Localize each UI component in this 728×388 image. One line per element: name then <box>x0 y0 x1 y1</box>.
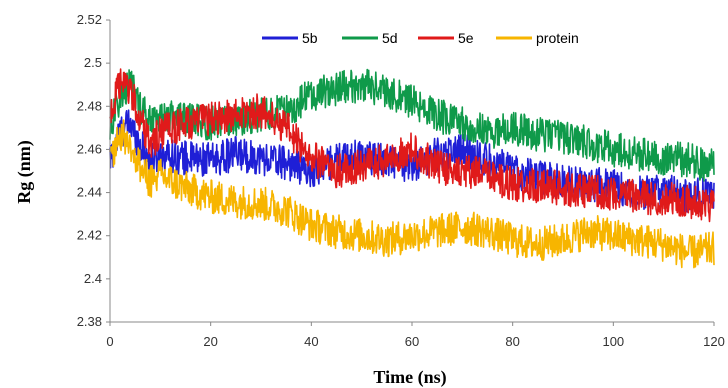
legend-label-5d: 5d <box>382 30 398 46</box>
legend-label-protein: protein <box>536 30 579 46</box>
x-tick-label: 120 <box>703 334 725 349</box>
y-tick-label: 2.4 <box>84 271 102 286</box>
x-tick-label: 60 <box>405 334 419 349</box>
x-tick-label: 100 <box>602 334 624 349</box>
series-line-protein <box>109 119 715 269</box>
series-line-5b <box>109 109 715 214</box>
x-tick-label: 20 <box>203 334 217 349</box>
x-tick-label: 80 <box>505 334 519 349</box>
axes-layer <box>106 19 715 326</box>
y-tick-label: 2.42 <box>77 228 102 243</box>
x-tick-label: 0 <box>106 334 113 349</box>
series-line-5d <box>109 68 715 182</box>
tick-labels: 2.38 2.4 2.42 2.44 2.46 2.48 2.5 2.52 0 20 40 60 80 1… <box>77 12 725 349</box>
y-tick-label: 2.48 <box>77 98 102 113</box>
x-tick-label: 40 <box>304 334 318 349</box>
y-axis-title: Rg (nm) <box>14 140 35 204</box>
legend: 5b 5d 5e protein <box>262 30 579 46</box>
y-tick-label: 2.52 <box>77 12 102 27</box>
y-tick-label: 2.5 <box>84 55 102 70</box>
y-tick-label: 2.46 <box>77 141 102 156</box>
y-tick-label: 2.44 <box>77 185 102 200</box>
series-layer <box>109 68 715 269</box>
series-line-5e <box>109 68 715 223</box>
y-tick-label: 2.38 <box>77 314 102 329</box>
x-axis-title: Time (ns) <box>373 367 446 388</box>
legend-label-5b: 5b <box>302 30 318 46</box>
legend-label-5e: 5e <box>458 30 474 46</box>
